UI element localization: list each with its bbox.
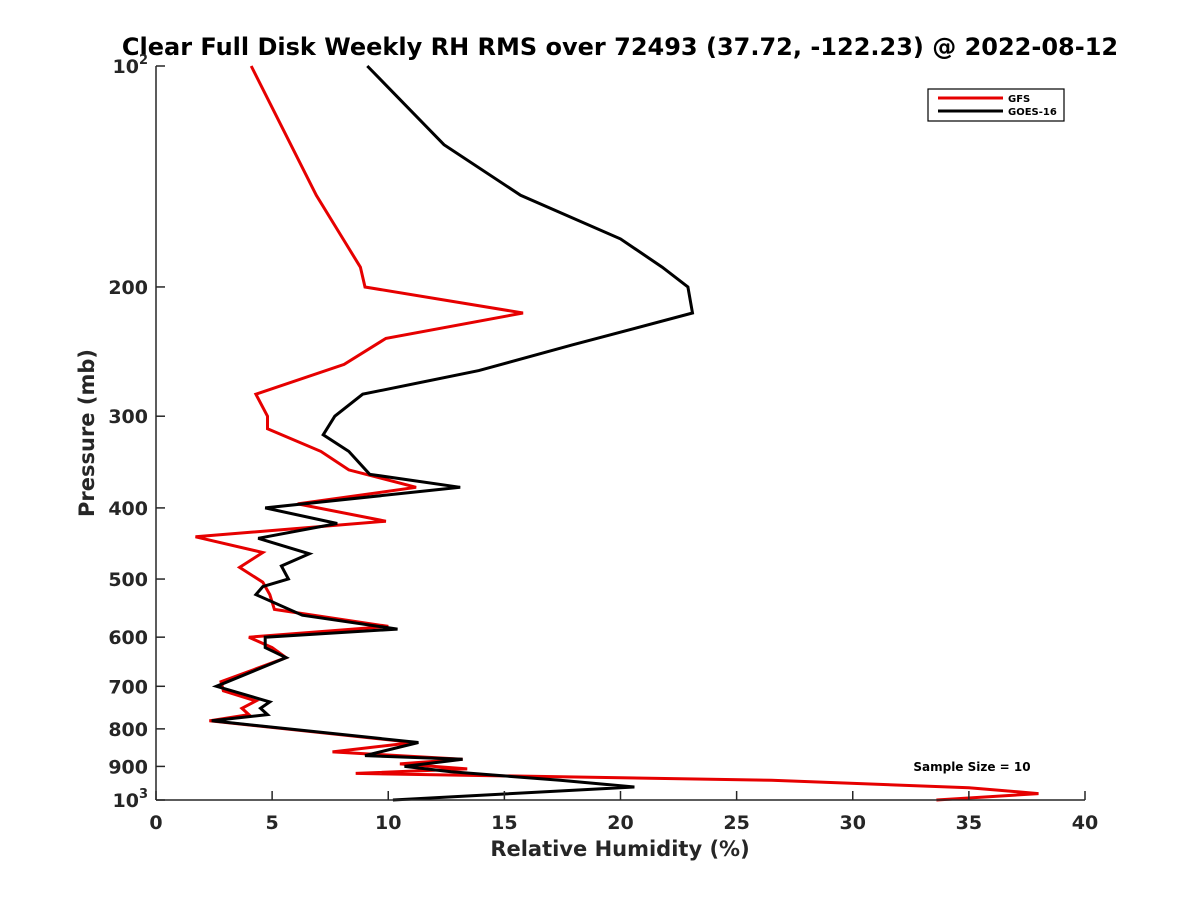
sample-size-annotation: Sample Size = 10 (913, 760, 1030, 774)
series-line-goes-16 (211, 64, 695, 802)
x-axis-label: Relative Humidity (%) (490, 837, 749, 861)
legend-label: GFS (1008, 94, 1030, 105)
y-tick-label: 800 (108, 719, 148, 741)
x-tick-label: 35 (956, 812, 982, 834)
y-tick-label: 300 (108, 406, 148, 428)
y-axis-label: Pressure (mb) (75, 349, 99, 517)
y-tick-label: 600 (108, 627, 148, 649)
y-tick-exponent: 2 (139, 53, 148, 68)
y-tick-label: 900 (108, 756, 148, 778)
legend-label: GOES-16 (1008, 107, 1057, 118)
x-tick-label: 10 (375, 812, 401, 834)
axes-layer: 0 5 10 15 20 25 30 35 40102200300400500600700800… (108, 53, 1098, 834)
x-tick-label: 5 (266, 812, 279, 834)
y-tick-base: 10 (113, 790, 139, 812)
x-tick-label: 15 (491, 812, 517, 834)
y-tick-label: 700 (108, 676, 148, 698)
x-tick-label: 20 (607, 812, 633, 834)
y-tick-label: 103 (113, 787, 149, 812)
x-tick-label: 30 (840, 812, 866, 834)
y-tick-label: 500 (108, 569, 148, 591)
x-tick-label: 0 (149, 812, 162, 834)
y-tick-base: 10 (113, 56, 139, 78)
legend-box (927, 88, 1065, 122)
legend: GFS GOES-16 (927, 88, 1065, 122)
y-tick-label: 400 (108, 498, 148, 520)
y-tick-label: 102 (113, 53, 149, 78)
series-layer (195, 64, 1039, 802)
y-tick-exponent: 3 (139, 787, 148, 802)
y-tick-label: 200 (108, 277, 148, 299)
chart-title: Clear Full Disk Weekly RH RMS over 72493… (122, 33, 1118, 61)
x-tick-label: 40 (1072, 812, 1098, 834)
x-tick-label: 25 (723, 812, 749, 834)
